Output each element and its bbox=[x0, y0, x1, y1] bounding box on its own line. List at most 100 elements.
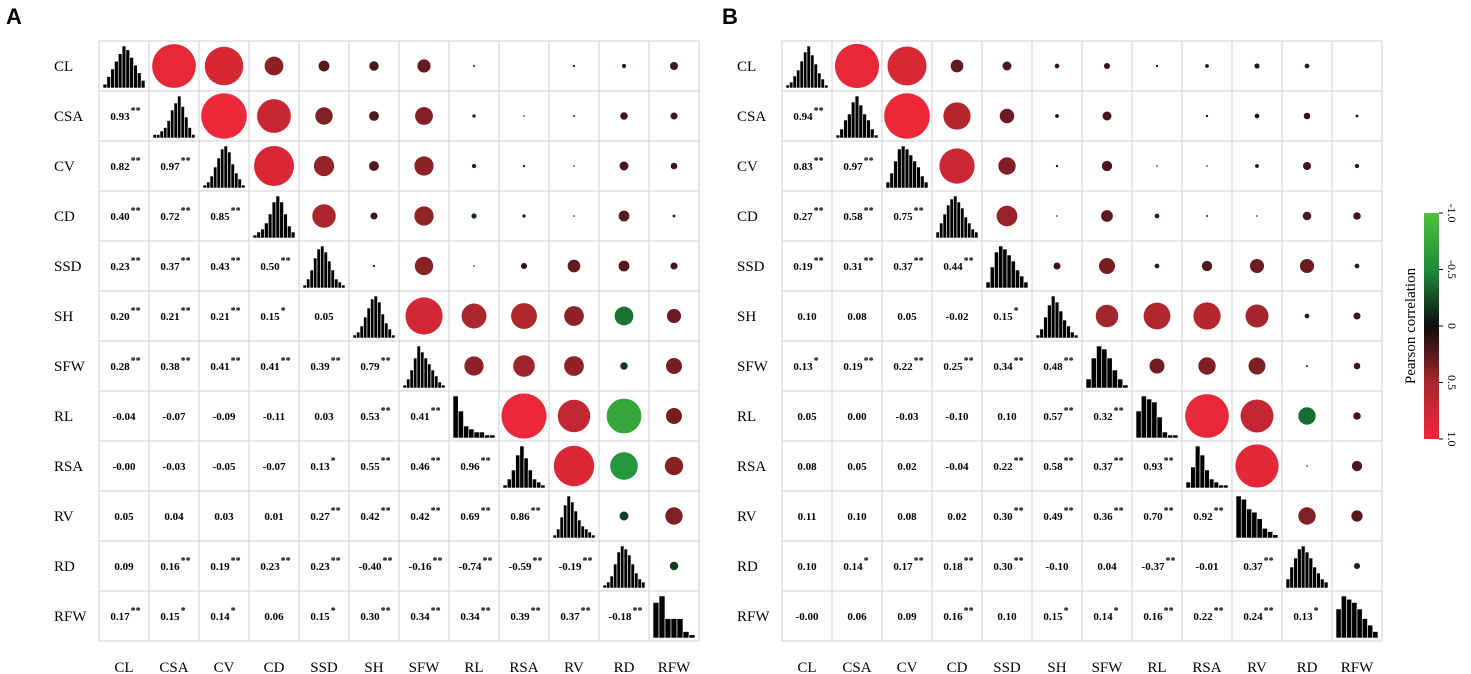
significance-marker: * bbox=[331, 456, 336, 467]
correlation-value: 0.38 bbox=[160, 361, 180, 373]
correlation-circle bbox=[620, 362, 628, 370]
histogram-bar bbox=[1140, 395, 1147, 439]
histogram-bar bbox=[1002, 248, 1008, 289]
correlation-circle bbox=[1053, 262, 1061, 270]
significance-marker: ** bbox=[431, 456, 441, 467]
correlation-value: 0.15 bbox=[260, 311, 280, 323]
correlation-circle bbox=[417, 59, 431, 73]
histogram-bar bbox=[330, 269, 335, 289]
x-tick-label: RL bbox=[1147, 660, 1166, 674]
correlation-circle bbox=[1205, 64, 1209, 68]
significance-marker: ** bbox=[1214, 506, 1224, 517]
correlation-circle bbox=[1143, 302, 1171, 330]
correlation-circle bbox=[522, 214, 526, 218]
histogram-bar bbox=[420, 351, 425, 389]
correlation-circle bbox=[1095, 304, 1119, 328]
correlation-value: 0.08 bbox=[797, 461, 817, 473]
significance-marker: ** bbox=[481, 506, 491, 517]
histogram-bar bbox=[363, 316, 368, 339]
histogram-bar bbox=[862, 113, 867, 139]
correlation-value: 0.50 bbox=[260, 261, 280, 273]
correlation-circle bbox=[666, 358, 682, 374]
correlation-circle bbox=[372, 264, 376, 268]
correlation-value: 0.22 bbox=[893, 361, 913, 373]
histogram-bar bbox=[1356, 608, 1363, 639]
colorbar-title: Pearson correlation bbox=[1403, 267, 1419, 384]
correlation-value: 0.32 bbox=[1093, 411, 1113, 423]
significance-marker: ** bbox=[1114, 506, 1124, 517]
correlation-circle bbox=[670, 112, 678, 120]
correlation-value: 0.23 bbox=[110, 261, 130, 273]
correlation-circle bbox=[1102, 111, 1112, 121]
correlation-value: 0.06 bbox=[847, 611, 867, 623]
histogram-bar bbox=[953, 195, 958, 239]
correlation-value: 0.05 bbox=[314, 311, 334, 323]
histogram-bar bbox=[1135, 410, 1142, 439]
correlation-circle bbox=[523, 115, 525, 117]
correlation-value: 0.86 bbox=[510, 511, 530, 523]
histogram-bar bbox=[206, 181, 211, 189]
correlation-value: 0.15 bbox=[310, 611, 330, 623]
histogram-bar bbox=[220, 148, 225, 189]
correlation-circle bbox=[1304, 313, 1310, 319]
x-tick-label: SSD bbox=[310, 660, 338, 674]
correlation-value: 0.36 bbox=[1093, 511, 1113, 523]
significance-marker: ** bbox=[914, 556, 924, 567]
histogram-bar bbox=[356, 331, 361, 339]
correlation-value: 0.37 bbox=[1093, 461, 1113, 473]
correlation-value: 0.16 bbox=[1143, 611, 1163, 623]
histogram-bar bbox=[506, 478, 512, 489]
histogram-bar bbox=[1304, 551, 1310, 589]
correlation-value: -0.16 bbox=[409, 561, 432, 573]
significance-marker: ** bbox=[181, 556, 191, 567]
correlation-value: 0.41 bbox=[210, 361, 229, 373]
correlation-value: 0.05 bbox=[897, 311, 917, 323]
correlation-circle bbox=[619, 161, 629, 171]
y-tick-label: SSD bbox=[737, 259, 765, 275]
histogram-bar bbox=[637, 578, 642, 589]
histogram-bar bbox=[559, 516, 564, 539]
histogram-bar bbox=[457, 410, 464, 439]
histogram-bar bbox=[129, 57, 134, 89]
histogram-bar bbox=[489, 434, 496, 439]
histogram-bar bbox=[1054, 301, 1060, 339]
histogram-bar bbox=[613, 563, 618, 589]
histogram-bar bbox=[1367, 624, 1374, 639]
histogram-bar bbox=[114, 60, 119, 89]
correlation-circle bbox=[370, 212, 378, 220]
histogram-bar bbox=[893, 160, 898, 189]
correlation-value: 0.19 bbox=[210, 561, 230, 573]
histogram-bar bbox=[1010, 260, 1016, 289]
correlation-value: 0.46 bbox=[410, 461, 430, 473]
histogram-bar bbox=[630, 563, 635, 589]
correlation-value: -0.10 bbox=[946, 411, 969, 423]
correlation-circle bbox=[473, 265, 475, 267]
correlation-circle bbox=[1054, 63, 1060, 69]
correlation-circle bbox=[313, 155, 335, 177]
histogram-bar bbox=[536, 481, 542, 489]
correlation-circle bbox=[511, 303, 537, 329]
histogram-bar bbox=[1117, 378, 1124, 389]
correlation-value: 0.13 bbox=[793, 361, 813, 373]
x-tick-label: SH bbox=[364, 660, 383, 674]
correlation-circle bbox=[1055, 164, 1059, 168]
histogram-bar bbox=[441, 384, 446, 389]
histogram-bar bbox=[652, 602, 660, 639]
correlation-circle bbox=[405, 297, 443, 335]
histogram-bar bbox=[556, 528, 561, 539]
correlation-circle bbox=[943, 102, 971, 130]
histogram-bar bbox=[234, 172, 239, 189]
significance-marker: * bbox=[1064, 606, 1069, 617]
histogram-bar bbox=[380, 313, 385, 339]
histogram-bar bbox=[641, 581, 646, 589]
histogram-bar bbox=[1335, 608, 1342, 639]
histogram-bar bbox=[1204, 469, 1210, 489]
correlation-value: 0.83 bbox=[793, 161, 813, 173]
significance-marker: ** bbox=[814, 156, 824, 167]
correlation-value: 0.16 bbox=[160, 561, 180, 573]
y-tick-label: CSA bbox=[54, 109, 83, 125]
histogram-bar bbox=[998, 245, 1004, 289]
correlation-value: 0.05 bbox=[797, 411, 817, 423]
histogram-bar bbox=[1066, 325, 1071, 339]
x-tick-label: RFW bbox=[658, 660, 691, 674]
